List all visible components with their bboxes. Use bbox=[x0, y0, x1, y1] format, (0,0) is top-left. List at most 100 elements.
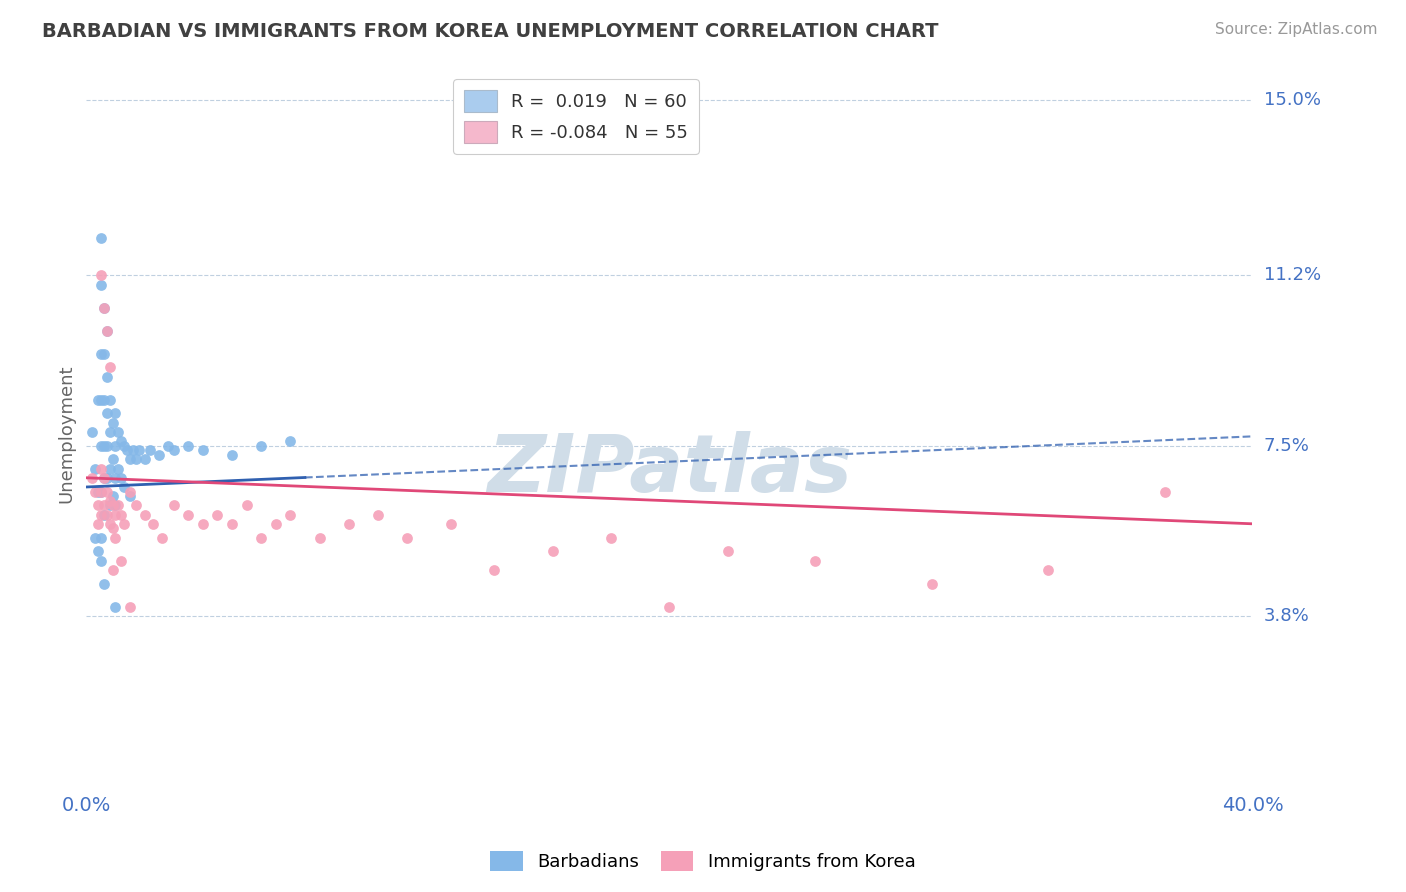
Point bbox=[87, 392, 110, 407]
Point bbox=[541, 544, 564, 558]
Point bbox=[93, 499, 115, 513]
Point bbox=[308, 531, 330, 545]
Point bbox=[191, 443, 214, 458]
Point bbox=[280, 508, 302, 522]
Point bbox=[110, 508, 132, 522]
Text: ZIPatlas: ZIPatlas bbox=[486, 431, 852, 508]
Point bbox=[98, 392, 121, 407]
Point bbox=[207, 508, 229, 522]
Point bbox=[98, 360, 121, 375]
Point bbox=[264, 516, 287, 531]
Point bbox=[96, 471, 118, 485]
Point bbox=[90, 392, 112, 407]
Point bbox=[84, 531, 107, 545]
Point bbox=[90, 531, 112, 545]
Point bbox=[250, 531, 273, 545]
Point bbox=[87, 499, 110, 513]
Point bbox=[1038, 563, 1060, 577]
Point bbox=[110, 434, 132, 448]
Point bbox=[90, 484, 112, 499]
Point bbox=[600, 531, 623, 545]
Point bbox=[90, 508, 112, 522]
Point bbox=[90, 277, 112, 292]
Point bbox=[440, 516, 463, 531]
Point bbox=[191, 516, 214, 531]
Point bbox=[337, 516, 360, 531]
Point bbox=[122, 443, 145, 458]
Point bbox=[107, 499, 129, 513]
Point bbox=[110, 471, 132, 485]
Point bbox=[367, 508, 389, 522]
Point bbox=[110, 553, 132, 567]
Text: 3.8%: 3.8% bbox=[1264, 607, 1309, 624]
Point bbox=[93, 508, 115, 522]
Point bbox=[484, 563, 506, 577]
Point bbox=[87, 484, 110, 499]
Point bbox=[82, 425, 104, 439]
Point bbox=[93, 346, 115, 360]
Point bbox=[90, 268, 112, 283]
Point bbox=[118, 599, 141, 614]
Point bbox=[221, 516, 243, 531]
Point bbox=[93, 576, 115, 591]
Point bbox=[177, 439, 200, 453]
Point bbox=[115, 443, 138, 458]
Point bbox=[93, 301, 115, 315]
Point bbox=[177, 508, 200, 522]
Point bbox=[90, 484, 112, 499]
Point bbox=[148, 448, 170, 462]
Point bbox=[98, 499, 121, 513]
Point bbox=[93, 471, 115, 485]
Point bbox=[104, 599, 127, 614]
Legend: R =  0.019   N = 60, R = -0.084   N = 55: R = 0.019 N = 60, R = -0.084 N = 55 bbox=[453, 79, 699, 154]
Point bbox=[112, 439, 135, 453]
Point bbox=[118, 484, 141, 499]
Point bbox=[250, 439, 273, 453]
Point bbox=[921, 576, 943, 591]
Point bbox=[96, 369, 118, 384]
Point bbox=[280, 434, 302, 448]
Point bbox=[658, 599, 681, 614]
Point bbox=[104, 508, 127, 522]
Point bbox=[101, 521, 124, 535]
Point bbox=[112, 516, 135, 531]
Point bbox=[90, 553, 112, 567]
Point bbox=[82, 471, 104, 485]
Point bbox=[717, 544, 740, 558]
Point bbox=[107, 425, 129, 439]
Text: 15.0%: 15.0% bbox=[1264, 92, 1320, 110]
Point bbox=[96, 484, 118, 499]
Point bbox=[221, 448, 243, 462]
Legend: Barbadians, Immigrants from Korea: Barbadians, Immigrants from Korea bbox=[484, 844, 922, 879]
Point bbox=[163, 499, 186, 513]
Text: 7.5%: 7.5% bbox=[1264, 436, 1309, 455]
Point bbox=[128, 443, 150, 458]
Point bbox=[125, 452, 148, 467]
Point bbox=[125, 499, 148, 513]
Point bbox=[104, 531, 127, 545]
Point bbox=[163, 443, 186, 458]
Point bbox=[93, 471, 115, 485]
Point bbox=[90, 439, 112, 453]
Point bbox=[134, 452, 156, 467]
Point bbox=[150, 531, 173, 545]
Point bbox=[98, 425, 121, 439]
Point bbox=[101, 499, 124, 513]
Point bbox=[104, 406, 127, 420]
Point bbox=[84, 484, 107, 499]
Point bbox=[395, 531, 418, 545]
Point bbox=[104, 439, 127, 453]
Point bbox=[235, 499, 257, 513]
Point bbox=[90, 346, 112, 360]
Text: 11.2%: 11.2% bbox=[1264, 267, 1320, 285]
Point bbox=[104, 499, 127, 513]
Point bbox=[96, 406, 118, 420]
Point bbox=[96, 508, 118, 522]
Point bbox=[107, 461, 129, 475]
Point bbox=[93, 392, 115, 407]
Point bbox=[87, 544, 110, 558]
Point bbox=[101, 563, 124, 577]
Point bbox=[90, 231, 112, 245]
Point bbox=[1154, 484, 1177, 499]
Point bbox=[134, 508, 156, 522]
